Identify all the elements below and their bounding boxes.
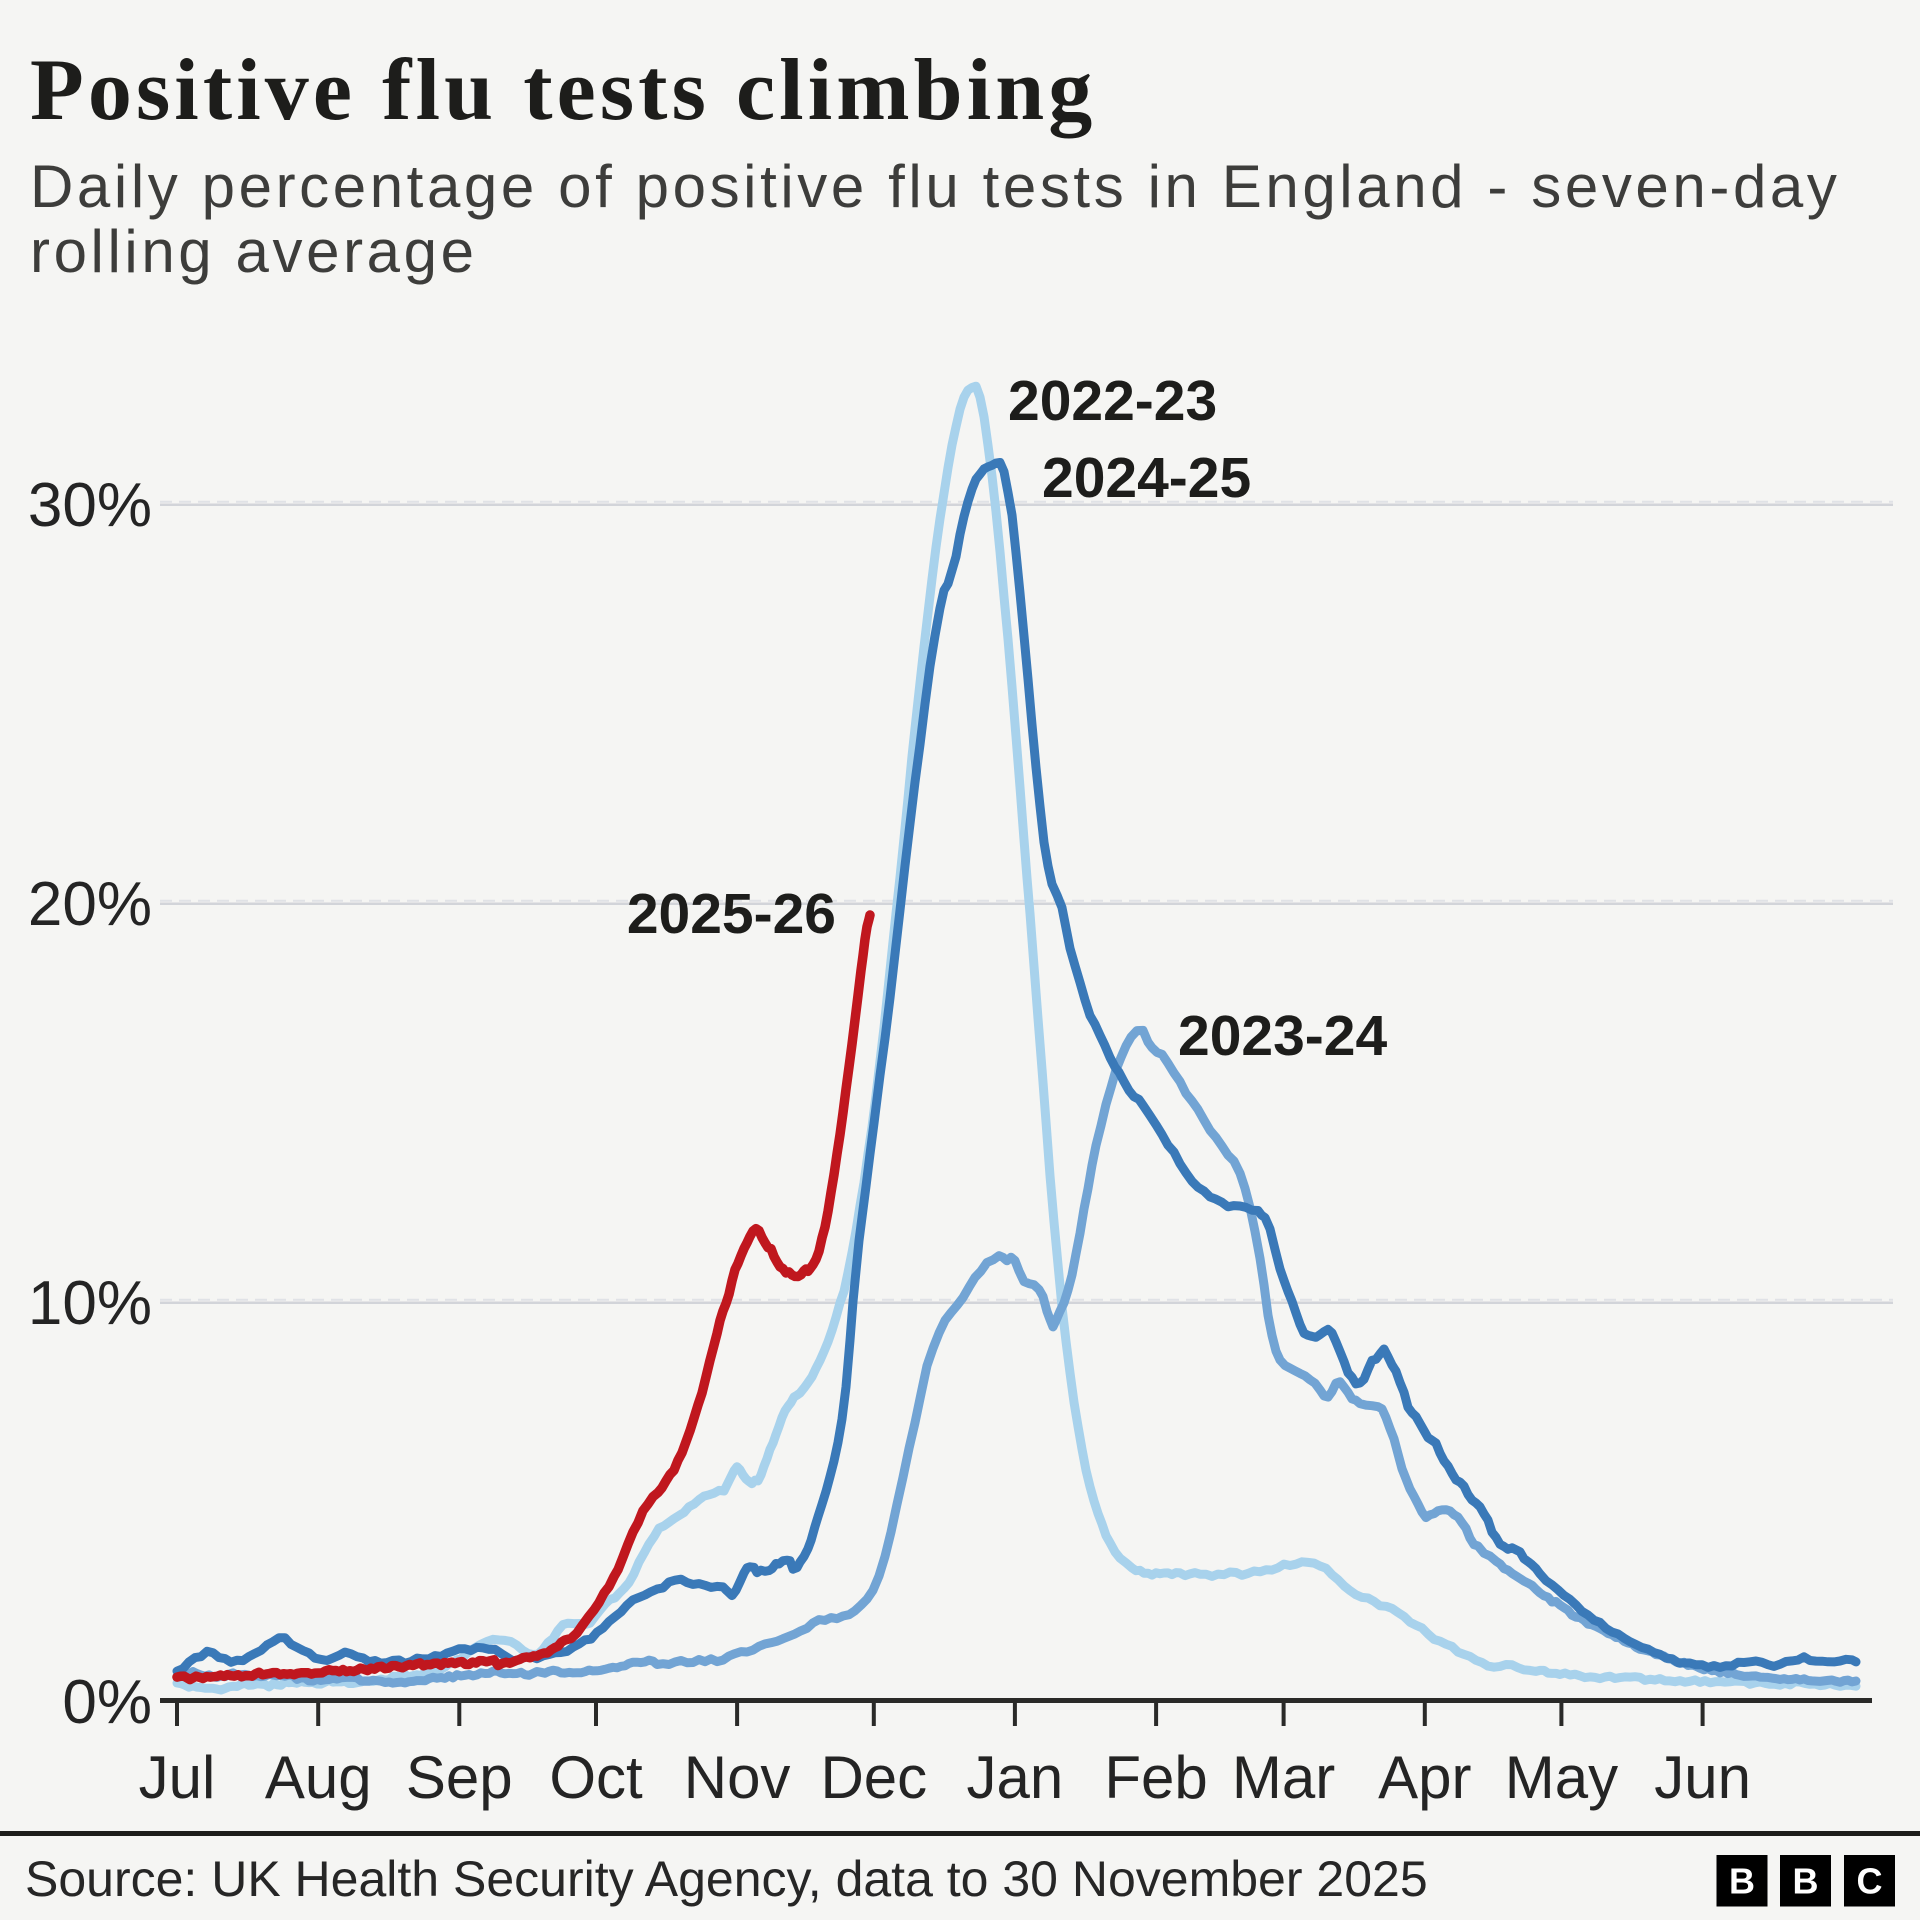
svg-text:B: B [1729,1861,1755,1902]
svg-text:20%: 20% [28,870,152,939]
svg-text:30%: 30% [28,471,152,540]
svg-text:Jan: Jan [967,1744,1064,1811]
svg-text:2024-25: 2024-25 [1042,446,1251,510]
svg-text:Nov: Nov [684,1744,791,1811]
svg-text:May: May [1505,1744,1618,1811]
svg-text:Feb: Feb [1104,1744,1207,1811]
svg-text:C: C [1857,1861,1883,1902]
svg-text:Mar: Mar [1232,1744,1335,1811]
svg-text:Jul: Jul [139,1744,216,1811]
svg-text:2025-26: 2025-26 [627,882,836,946]
svg-text:Dec: Dec [820,1744,927,1811]
svg-text:Apr: Apr [1378,1744,1471,1811]
svg-text:B: B [1793,1861,1819,1902]
svg-text:Daily percentage of positive f: Daily percentage of positive flu tests i… [30,153,1840,220]
svg-text:Sep: Sep [406,1744,513,1811]
svg-text:2023-24: 2023-24 [1178,1004,1387,1068]
svg-text:Source: UK Health Security Age: Source: UK Health Security Agency, data … [25,1851,1428,1907]
svg-text:10%: 10% [28,1269,152,1338]
svg-text:Jun: Jun [1654,1744,1751,1811]
svg-text:2022-23: 2022-23 [1008,369,1217,433]
svg-text:0%: 0% [62,1668,152,1737]
svg-text:Aug: Aug [265,1744,372,1811]
svg-text:Oct: Oct [549,1744,643,1811]
svg-text:rolling average: rolling average [30,218,478,285]
svg-text:Positive flu tests climbing: Positive flu tests climbing [30,42,1096,139]
